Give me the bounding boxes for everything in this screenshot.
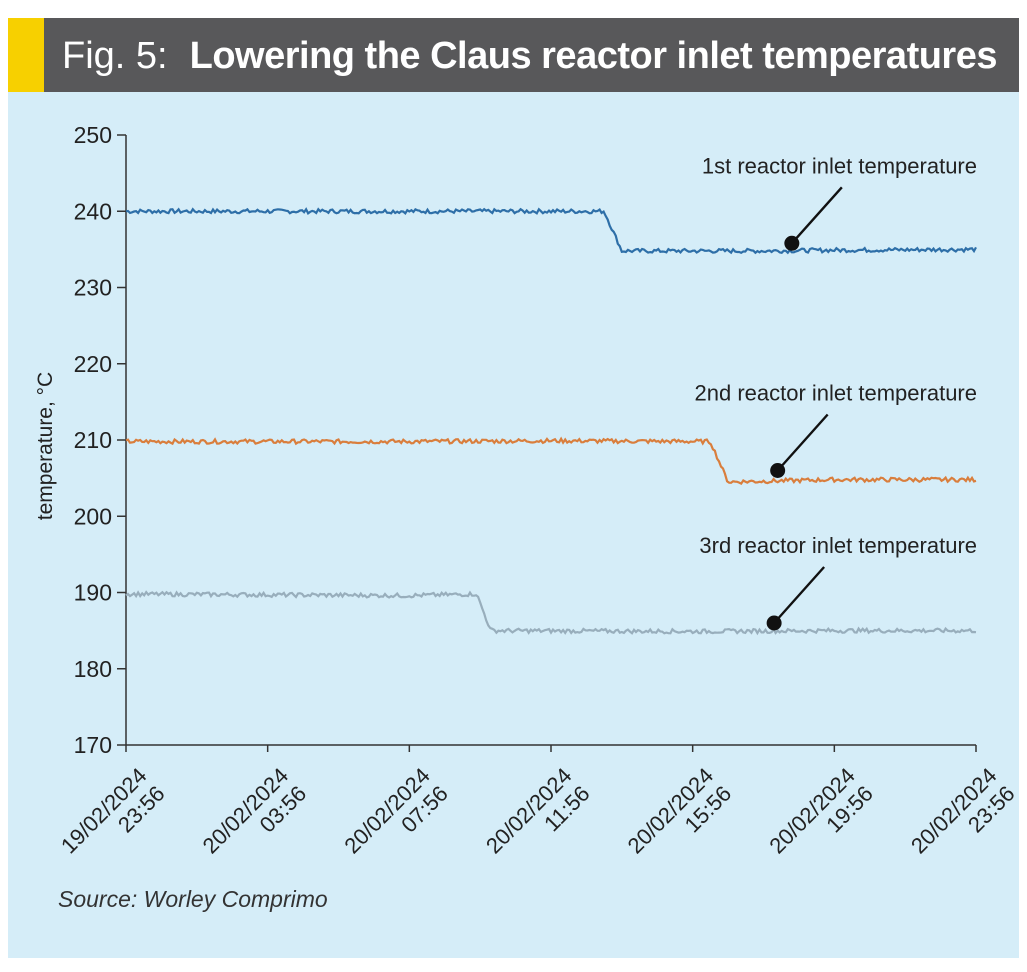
series-line-1 [125, 207, 977, 255]
y-axis-title: temperature, °C [34, 372, 57, 520]
y-tick-label: 190 [74, 580, 112, 606]
y-tick-label: 250 [74, 122, 112, 148]
y-tick-label: 210 [74, 427, 112, 453]
annotation-dot-1 [784, 235, 800, 251]
series-label-3: 3rd reactor inlet temperature [699, 533, 977, 558]
y-tick-label: 240 [74, 198, 112, 224]
y-tick-label: 230 [74, 275, 112, 301]
annotation-leader-2 [776, 413, 829, 472]
header-text: Fig. 5: Lowering the Claus reactor inlet … [62, 18, 998, 92]
header-accent-bar [8, 18, 44, 92]
y-tick-label: 200 [74, 503, 112, 529]
annotation-leader-1 [790, 186, 843, 245]
line-chart: 170 180 190 200 210 220 230 240 250 temperature, … [34, 122, 1019, 858]
series-line-2 [125, 436, 977, 486]
figure-header: Fig. 5: Lowering the Claus reactor inlet … [8, 18, 1019, 92]
series-label-1: 1st reactor inlet temperature [702, 153, 977, 178]
annotation-dot-3 [766, 615, 782, 631]
figure-title: Lowering the Claus reactor inlet tempera… [189, 35, 998, 77]
annotation-leader-3 [773, 566, 826, 624]
y-tick-label: 170 [74, 732, 112, 758]
y-tick-label: 180 [74, 656, 112, 682]
figure-panel: Fig. 5: Lowering the Claus reactor inlet … [8, 18, 1019, 958]
source-note: Source: Worley Comprimo [58, 886, 328, 912]
series-line-3 [125, 590, 977, 636]
figure-label: Fig. 5: [62, 35, 168, 77]
annotation-dot-2 [770, 463, 786, 478]
y-tick-label: 220 [74, 351, 112, 377]
series-label-2: 2nd reactor inlet temperature [695, 381, 978, 406]
